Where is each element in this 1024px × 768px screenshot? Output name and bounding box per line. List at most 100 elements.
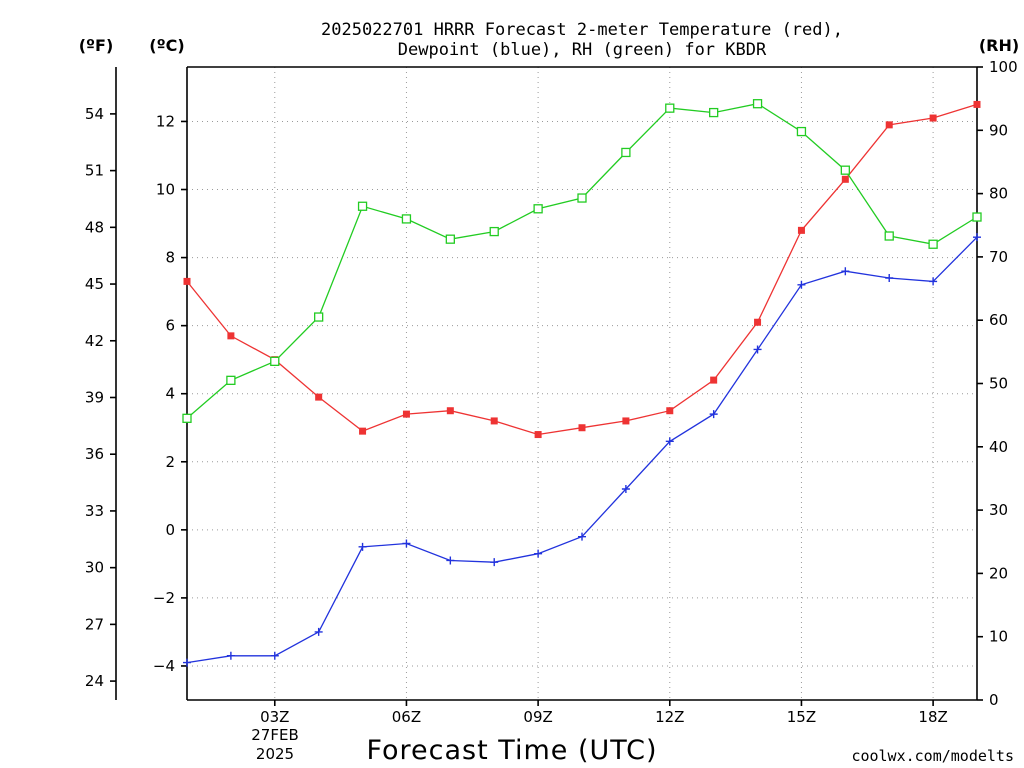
rh-tick-label: 50 xyxy=(989,375,1008,393)
rh-point xyxy=(577,193,587,203)
dewpoint-point xyxy=(665,437,674,446)
rh-tick-label: 100 xyxy=(989,58,1018,76)
dewpoint-point xyxy=(402,539,411,548)
fahrenheit-unit-label: (ºF) xyxy=(79,36,114,55)
rh-point xyxy=(270,356,280,366)
rh-point xyxy=(445,234,455,244)
temperature-point xyxy=(929,114,937,122)
celsius-tick-label: 2 xyxy=(165,453,175,471)
rh-point xyxy=(972,212,982,222)
temperature-point xyxy=(841,175,849,183)
dewpoint-point xyxy=(446,556,455,565)
temperature-point xyxy=(227,332,235,340)
rh-point xyxy=(665,103,675,113)
temperature-point xyxy=(490,417,498,425)
rh-tick-label: 80 xyxy=(989,185,1008,203)
rh-tick-label: 70 xyxy=(989,248,1008,266)
chart-title-line2: Dewpoint (blue), RH (green) for KBDR xyxy=(398,40,767,60)
data-series xyxy=(182,99,982,667)
x-date-label-year: 2025 xyxy=(256,745,294,763)
dewpoint-point xyxy=(841,267,850,276)
fahrenheit-tick-label: 33 xyxy=(85,502,104,520)
temperature-point xyxy=(666,407,674,415)
celsius-tick-label: 10 xyxy=(156,181,175,199)
temperature-point xyxy=(446,407,454,415)
fahrenheit-tick-label: 36 xyxy=(85,445,104,463)
temperature-point xyxy=(315,393,323,401)
x-tick-label: 12Z xyxy=(655,708,684,726)
temperature-point xyxy=(534,431,542,439)
rh-point xyxy=(357,201,368,211)
x-tick-label: 06Z xyxy=(392,708,421,726)
rh-point xyxy=(884,231,894,241)
rh-point xyxy=(226,375,236,385)
dewpoint-point xyxy=(226,651,235,660)
rh-tick-label: 10 xyxy=(989,628,1008,646)
rh-point xyxy=(533,204,543,214)
rh-tick-label: 90 xyxy=(989,121,1008,139)
rh-point xyxy=(928,239,938,249)
fahrenheit-tick-label: 39 xyxy=(85,388,104,406)
axes: −4−2024681012242730333639424548515401020… xyxy=(85,58,1018,726)
rh-series xyxy=(182,99,982,423)
chart-title-line1: 2025022701 HRRR Forecast 2-meter Tempera… xyxy=(321,20,843,40)
celsius-tick-label: 12 xyxy=(156,112,175,130)
rh-tick-label: 30 xyxy=(989,501,1008,519)
celsius-tick-label: 8 xyxy=(165,249,175,267)
rh-line xyxy=(186,103,978,419)
rh-point xyxy=(796,126,807,137)
x-tick-label: 09Z xyxy=(523,708,552,726)
fahrenheit-tick-label: 24 xyxy=(85,672,104,690)
celsius-tick-label: 4 xyxy=(165,385,175,403)
celsius-tick-label: −2 xyxy=(153,589,175,607)
dewpoint-series xyxy=(183,233,981,667)
dewpoint-point xyxy=(929,277,938,286)
temperature-series xyxy=(183,100,981,439)
temperature-point xyxy=(754,318,762,326)
rh-point xyxy=(621,147,631,158)
temperature-point xyxy=(622,417,630,425)
grid-lines xyxy=(187,67,977,700)
temperature-point xyxy=(885,121,893,129)
rh-point xyxy=(489,226,499,237)
fahrenheit-tick-label: 54 xyxy=(85,105,104,123)
fahrenheit-tick-label: 51 xyxy=(85,162,104,180)
dewpoint-point xyxy=(621,485,630,493)
temperature-point xyxy=(973,100,981,108)
temperature-point xyxy=(402,410,410,418)
fahrenheit-tick-label: 30 xyxy=(85,559,104,577)
celsius-tick-label: −4 xyxy=(153,657,175,675)
x-axis-title: Forecast Time (UTC) xyxy=(366,735,657,766)
fahrenheit-tick-label: 45 xyxy=(85,275,104,293)
dewpoint-point xyxy=(490,558,499,567)
x-tick-label: 15Z xyxy=(787,708,816,726)
celsius-tick-label: 6 xyxy=(165,317,175,335)
fahrenheit-tick-label: 48 xyxy=(85,218,104,236)
dewpoint-point xyxy=(973,233,981,242)
temperature-point xyxy=(710,376,718,384)
rh-point xyxy=(314,312,324,322)
rh-tick-label: 0 xyxy=(989,691,999,709)
temperature-point xyxy=(797,226,805,234)
rh-point xyxy=(752,99,763,109)
credit-text: coolwx.com/modelts xyxy=(851,747,1014,765)
rh-tick-label: 40 xyxy=(989,438,1008,456)
dewpoint-point xyxy=(534,549,543,558)
rh-point xyxy=(182,413,192,423)
dewpoint-line xyxy=(186,236,978,664)
celsius-unit-label: (ºC) xyxy=(149,36,184,55)
dewpoint-point xyxy=(797,280,806,289)
dewpoint-point xyxy=(183,658,191,667)
dewpoint-point xyxy=(709,410,718,419)
rh-point xyxy=(401,214,412,224)
fahrenheit-tick-label: 42 xyxy=(85,332,104,350)
rh-unit-label: (RH) xyxy=(979,36,1019,55)
fahrenheit-tick-label: 27 xyxy=(85,615,104,633)
celsius-tick-label: 0 xyxy=(165,521,175,539)
dewpoint-point xyxy=(885,274,894,282)
x-tick-label: 18Z xyxy=(918,708,947,726)
x-tick-label: 03Z xyxy=(260,708,289,726)
temperature-point xyxy=(183,277,191,285)
temperature-point xyxy=(578,424,586,432)
